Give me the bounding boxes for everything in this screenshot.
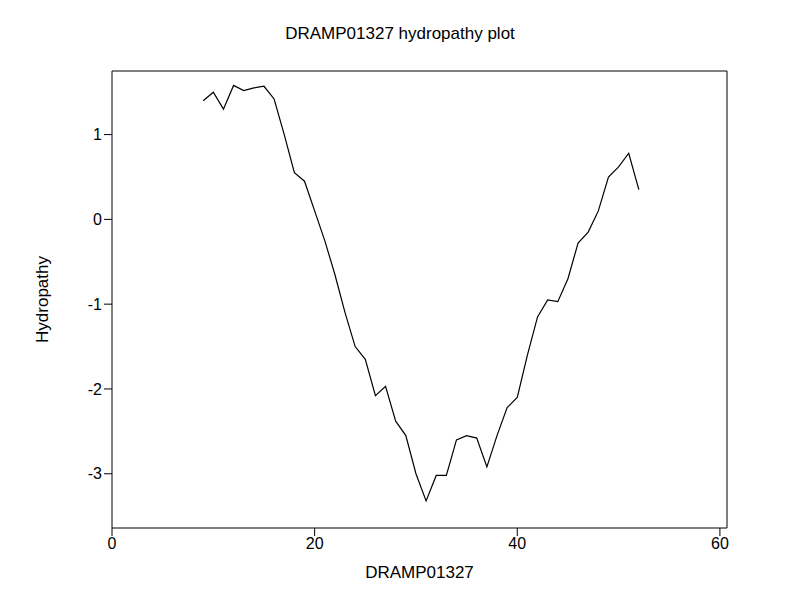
svg-text:DRAMP01327: DRAMP01327 (365, 563, 474, 582)
svg-text:20: 20 (306, 535, 324, 552)
svg-text:40: 40 (508, 535, 526, 552)
svg-text:0: 0 (108, 535, 117, 552)
html-text:DRAMP01327 hydropathy plot: DRAMP01327 hydropathy plot (285, 24, 515, 43)
svg-text:0: 0 (93, 211, 102, 228)
svg-text:-3: -3 (88, 465, 102, 482)
svg-text:-1: -1 (88, 296, 102, 313)
svg-text:Hydropathy: Hydropathy (33, 256, 52, 343)
svg-text:60: 60 (711, 535, 729, 552)
svg-text:1: 1 (93, 126, 102, 143)
svg-text:-2: -2 (88, 381, 102, 398)
